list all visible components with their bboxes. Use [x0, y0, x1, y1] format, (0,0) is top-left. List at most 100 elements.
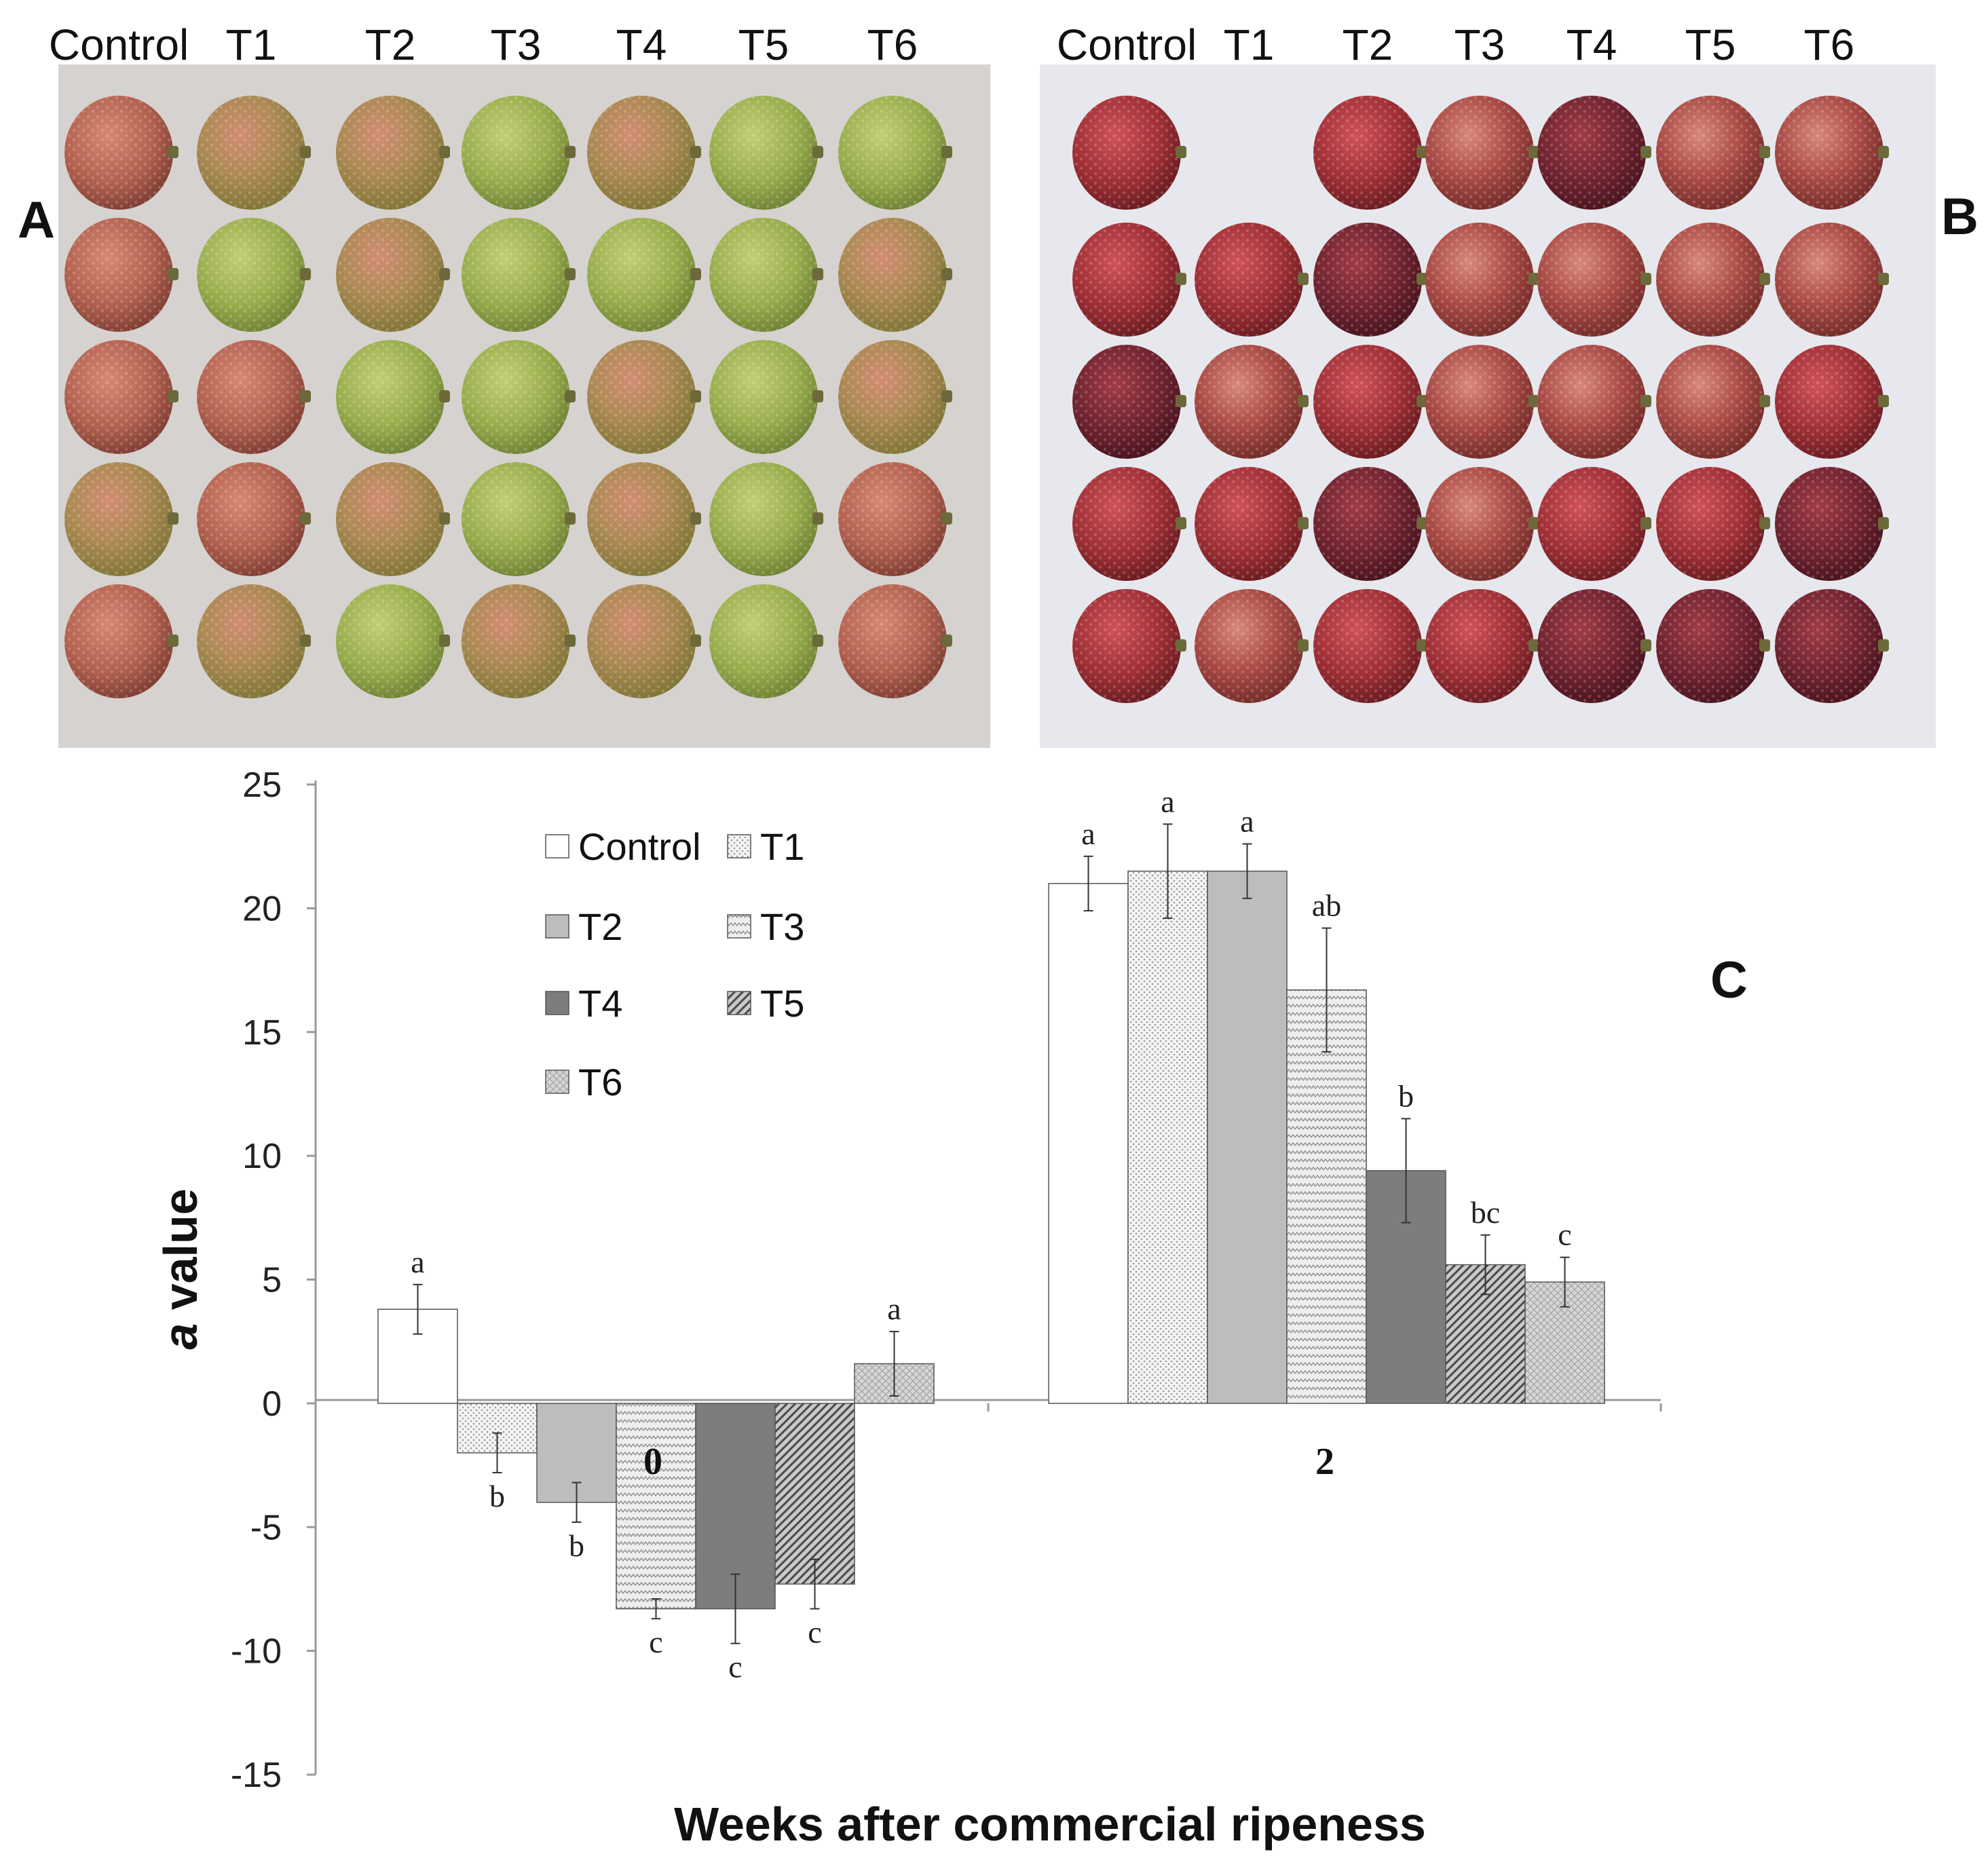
- bar-t3-week-0: [616, 1403, 696, 1610]
- fruit-stem: [1528, 395, 1539, 407]
- legend-item-t5: T5: [727, 982, 804, 1025]
- panel-b-fruit: [1775, 467, 1889, 581]
- fruit-stem: [1759, 639, 1770, 651]
- panel-a-fruit: [838, 462, 952, 576]
- panel-b-fruit: [1072, 345, 1186, 459]
- panel-a-fruit: [462, 584, 576, 698]
- panel-a-fruit: [197, 584, 311, 698]
- fruit-texture: [462, 340, 570, 454]
- fruit-texture: [1537, 223, 1646, 337]
- fruit-stem: [1640, 146, 1651, 158]
- y-axis-title: a value: [154, 1188, 207, 1349]
- fruit-texture: [1072, 96, 1181, 210]
- panel-a-fruit: [838, 340, 952, 454]
- fruit-texture: [709, 340, 818, 454]
- bar-t5-week-0: [774, 1403, 855, 1585]
- fruit-stem: [439, 635, 450, 647]
- fruit-texture: [1537, 345, 1646, 459]
- fruit-texture: [709, 462, 818, 576]
- panel-b-fruit: [1072, 96, 1186, 210]
- panel-b-fruit: [1195, 589, 1309, 703]
- fruit-texture: [1425, 223, 1534, 337]
- fruit-texture: [64, 584, 173, 698]
- panel-b-fruits: [1072, 96, 1889, 703]
- significance-letter: b: [1398, 1078, 1414, 1113]
- fruit-texture: [1425, 345, 1534, 459]
- y-tick-label: 5: [262, 1261, 282, 1300]
- panel-b-fruit: [1425, 223, 1539, 337]
- fruit-texture: [64, 340, 173, 454]
- fruit-texture: [462, 584, 570, 698]
- fruit-texture: [709, 96, 818, 210]
- fruit-stem: [1759, 146, 1770, 158]
- significance-letter: bc: [1471, 1195, 1500, 1230]
- fruit-stem: [812, 268, 823, 280]
- fruit-texture: [1775, 96, 1883, 210]
- significance-letter: c: [808, 1615, 821, 1650]
- fruit-stem: [812, 635, 823, 647]
- panel-a-column-label: Control: [49, 20, 189, 69]
- fruit-texture: [1537, 467, 1646, 581]
- fruit-stem: [1528, 273, 1539, 285]
- fruit-texture: [1313, 223, 1422, 337]
- legend-label: T1: [760, 825, 804, 868]
- legend-swatch: [545, 1070, 569, 1094]
- fruit-texture: [336, 584, 445, 698]
- category-label-week-0: 0: [643, 1441, 662, 1483]
- legend-item-t4: T4: [545, 982, 622, 1025]
- fruit-stem: [1176, 395, 1186, 407]
- fruit-stem: [812, 146, 823, 158]
- fruit-texture: [1537, 589, 1646, 703]
- panel-b-column-label: T6: [1804, 20, 1855, 69]
- fruit-stem: [1878, 517, 1889, 529]
- panel-a-fruit: [462, 340, 576, 454]
- fruit-stem: [1528, 517, 1539, 529]
- fruit-texture: [197, 584, 305, 698]
- legend-item-t6: T6: [545, 1061, 622, 1103]
- y-tick-label: -5: [250, 1508, 282, 1547]
- significance-letter: a: [411, 1245, 424, 1279]
- fruit-stem: [1298, 395, 1309, 407]
- panel-b-column-label: T3: [1455, 20, 1505, 69]
- fruit-stem: [812, 390, 823, 402]
- x-axis-title: Weeks after commercial ripeness: [674, 1798, 1426, 1851]
- panel-a-column-label: T6: [867, 20, 918, 69]
- legend-label: T5: [760, 982, 804, 1025]
- legend-label: T4: [578, 982, 622, 1025]
- fruit-stem: [690, 268, 701, 280]
- y-tick-label: 15: [242, 1013, 282, 1053]
- fruit-texture: [1195, 589, 1303, 703]
- fruit-texture: [64, 462, 173, 576]
- legend-swatch: [545, 914, 569, 939]
- panel-b-fruit: [1775, 223, 1889, 337]
- fruit-stem: [690, 146, 701, 158]
- legend-swatch: [545, 991, 569, 1015]
- panel-a-photo: Control T1 T2 T3 T4 T5 T6: [49, 20, 990, 748]
- y-tick-label: -15: [231, 1756, 282, 1795]
- fruit-texture: [462, 462, 570, 576]
- fruit-texture: [336, 340, 445, 454]
- y-tick-label: 25: [242, 766, 282, 805]
- panel-a-column-labels: Control T1 T2 T3 T4 T5 T6: [49, 20, 918, 69]
- fruit-stem: [300, 268, 311, 280]
- panel-b-fruit: [1537, 96, 1651, 210]
- fruit-stem: [168, 146, 179, 158]
- panel-b-letter: B: [1941, 188, 1978, 246]
- fruit-texture: [197, 340, 305, 454]
- y-tick-label: 0: [262, 1384, 282, 1424]
- bar-t3-week-2: [1286, 989, 1367, 1404]
- fruit-stem: [1640, 517, 1651, 529]
- panel-a-fruit: [709, 462, 823, 576]
- panel-a-fruit: [64, 218, 179, 332]
- panel-b-fruit: [1313, 589, 1427, 703]
- fruit-stem: [300, 146, 311, 158]
- fruit-stem: [1417, 517, 1427, 529]
- panel-b-fruit: [1425, 345, 1539, 459]
- fruit-texture: [1425, 96, 1534, 210]
- legend-swatch: [727, 914, 751, 939]
- legend-swatch: [727, 991, 751, 1015]
- fruit-stem: [1298, 639, 1309, 651]
